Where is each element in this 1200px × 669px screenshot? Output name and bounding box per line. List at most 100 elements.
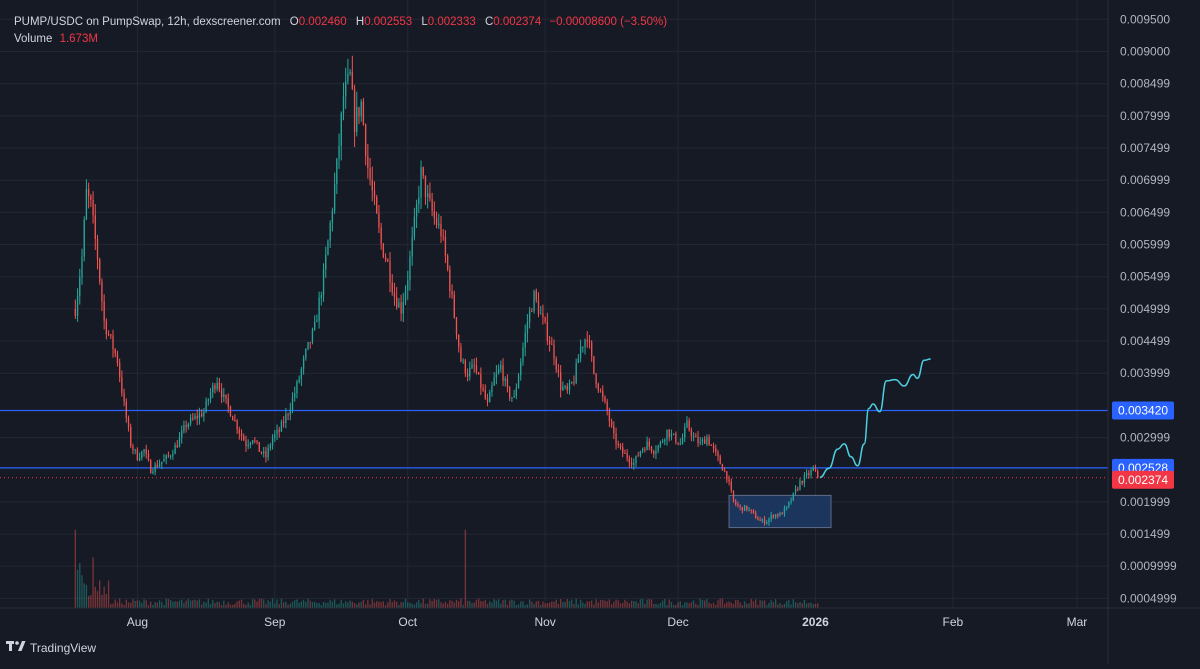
volume-bar [606,601,608,608]
volume-bar [251,599,254,608]
volume-bar [300,601,303,608]
candle-body [604,396,606,402]
candle-body [276,429,278,434]
candle-body [143,449,145,452]
volume-bar [548,602,551,608]
candle-body [240,433,243,437]
volume-bar [238,600,240,608]
volume-bar [311,602,314,608]
tradingview-logo-icon [6,640,26,655]
volume-bar [373,602,376,608]
candle-body [305,349,307,359]
volume-bar [347,602,349,608]
volume-bar [409,602,411,608]
candle-body [737,504,739,506]
candle-body [192,417,194,419]
candle-body [87,188,90,196]
volume-bar [624,599,626,608]
candle-body [327,240,329,255]
candle-body [509,387,511,398]
volume-bar [681,605,684,608]
volume-bar [103,586,105,608]
volume-bar [442,603,444,608]
price-tick-label: 0.005499 [1120,270,1170,284]
volume-bar [271,598,274,608]
horizontal-levels[interactable] [0,409,1108,479]
candle-body [493,377,495,386]
candle-body [797,488,799,490]
projection-path[interactable] [819,358,931,479]
volume-bar [697,605,699,608]
time-tick-label: Oct [398,615,417,629]
candle-body [502,365,504,381]
volume-bar [562,602,564,608]
volume-bar [400,602,402,608]
volume-bar [719,598,721,608]
volume-bar [540,605,542,608]
time-tick-label: Aug [127,615,148,629]
volume-bar [754,599,757,608]
volume-bar [296,599,298,608]
candle-body [657,445,659,451]
volume-bar [232,604,234,608]
candle-body [181,430,183,438]
symbol-title[interactable]: PUMP/USDC on PumpSwap, 12h, dexscreener.… [14,16,281,28]
volume-bar [331,601,334,608]
candle-body [254,440,256,442]
candle-body [427,193,429,197]
candle-body [759,520,761,522]
candle-body [227,398,229,407]
candle-body [446,255,449,270]
volume-bar [114,599,116,608]
volume-bar [495,600,498,608]
close-value: 0.002374 [493,16,542,28]
candle-body [79,277,81,297]
candle-body [94,215,96,239]
candle-body [358,107,360,117]
candle-body [579,346,582,359]
tradingview-branding[interactable]: TradingView [6,640,96,655]
volume-bar [85,584,88,608]
candle-body [495,372,498,378]
volume-bar [546,603,549,608]
candle-body [158,464,161,467]
candle-body [435,218,438,226]
candle-body [644,449,646,451]
time-axis[interactable]: Aug Sep Oct Nov Dec 2026 Feb Mar [127,615,1088,629]
volume-bar [407,602,409,608]
candle-body [278,429,280,432]
volume-bar [176,601,178,608]
candle-body [232,416,234,421]
volume-bar [105,593,108,608]
candle-body [145,449,147,454]
volume-bar [382,601,385,608]
candle-body [121,377,123,394]
candle-body [712,445,715,449]
volume-bar [380,602,382,608]
candle-body [792,492,794,501]
volume-bar [404,598,407,608]
candle-body [575,363,577,384]
candle-body [717,451,719,457]
candle-body [462,360,464,362]
candle-body [473,364,475,366]
candle-body [362,101,365,125]
volume-bar [646,599,648,608]
candle-body [183,425,185,431]
candle-body [400,302,402,314]
demand-zone[interactable] [728,494,832,529]
volume-bar [145,600,147,608]
volume-bar [763,600,766,608]
candle-body [708,437,710,445]
volume-bar [511,599,513,608]
candle-body [247,444,249,447]
projection-curve [819,358,931,479]
volume-bar [644,603,646,608]
volume-bar [805,603,808,608]
price-tick-label: 0.004499 [1120,334,1170,348]
volume-bar [595,599,597,608]
candle-body [455,317,458,335]
